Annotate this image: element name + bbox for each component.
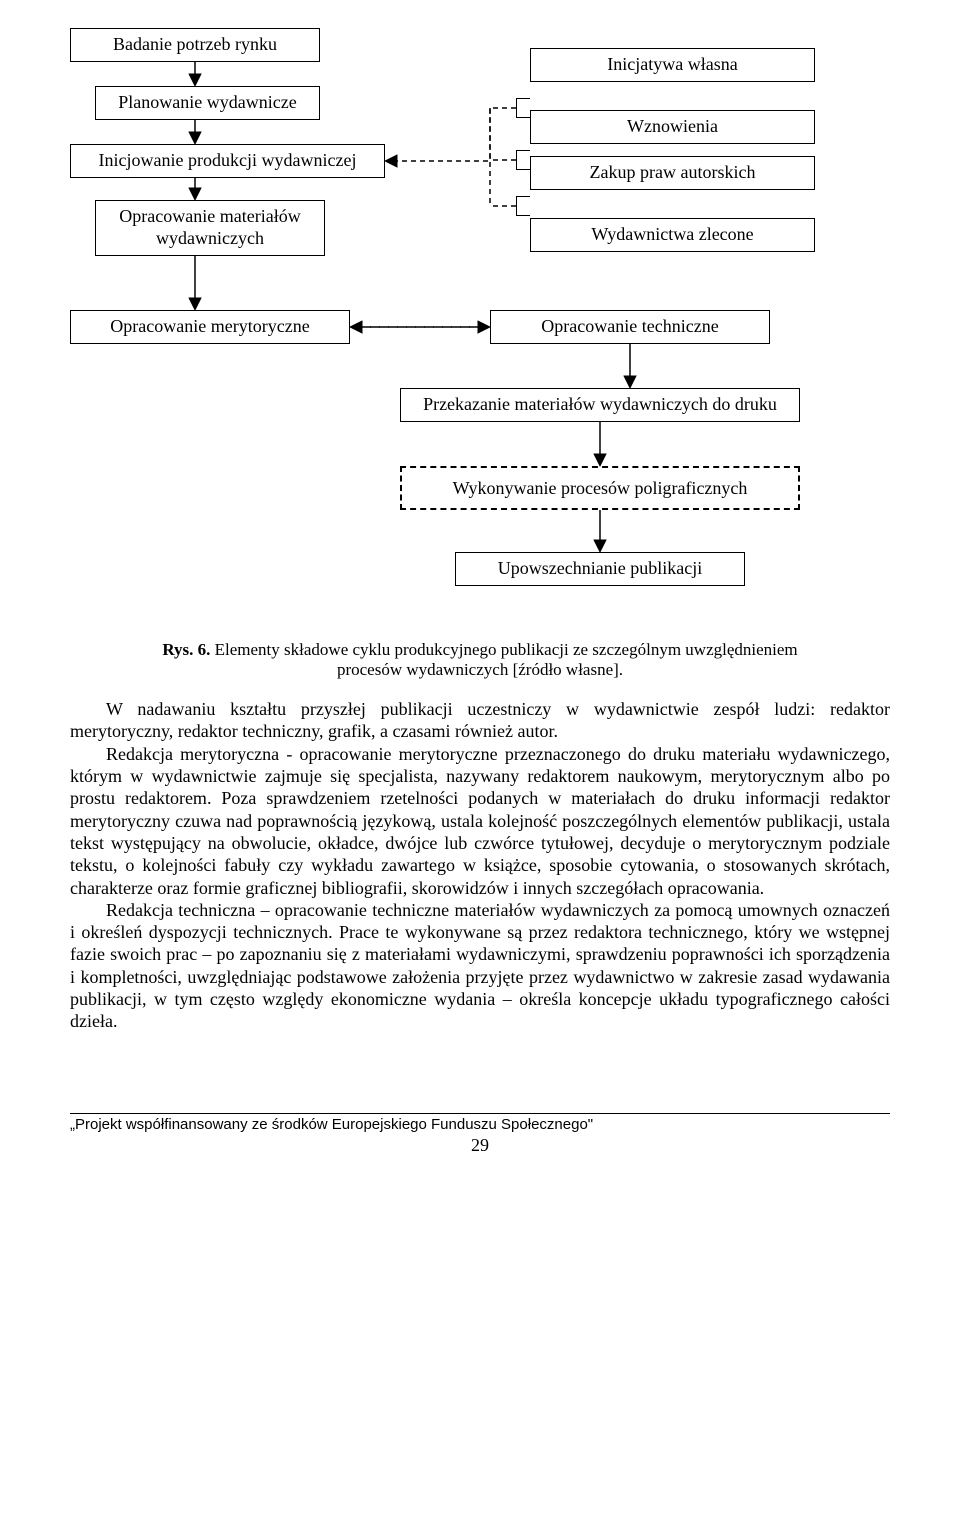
- body-text: W nadawaniu kształtu przyszłej publikacj…: [70, 698, 890, 1033]
- connector-stub: [516, 98, 530, 118]
- box-badanie: Badanie potrzeb rynku: [70, 28, 320, 62]
- connector-stub: [516, 150, 530, 170]
- paragraph-2: Redakcja merytoryczna - opracowanie mery…: [70, 743, 890, 899]
- caption-text: Elementy składowe cyklu produkcyjnego pu…: [215, 640, 798, 679]
- connector-stub: [516, 196, 530, 216]
- flowchart-diagram: Badanie potrzeb rynku Planowanie wydawni…: [70, 28, 890, 628]
- paragraph-3: Redakcja techniczna – opracowanie techni…: [70, 899, 890, 1033]
- figure-caption: Rys. 6. Elementy składowe cyklu produkcy…: [140, 640, 820, 680]
- box-inicjowanie: Inicjowanie produkcji wydawniczej: [70, 144, 385, 178]
- box-przekazanie: Przekazanie materiałów wydawniczych do d…: [400, 388, 800, 422]
- box-opracowanie-merytoryczne: Opracowanie merytoryczne: [70, 310, 350, 344]
- box-opracowanie-techniczne: Opracowanie techniczne: [490, 310, 770, 344]
- box-inicjatywa: Inicjatywa własna: [530, 48, 815, 82]
- footer: „Projekt współfinansowany ze środków Eur…: [70, 1113, 890, 1156]
- box-wykonywanie: Wykonywanie procesów poligraficznych: [400, 466, 800, 510]
- page-number: 29: [70, 1135, 890, 1156]
- box-opracowanie-materialow: Opracowanie materiałów wydawniczych: [95, 200, 325, 256]
- box-planowanie: Planowanie wydawnicze: [95, 86, 320, 120]
- box-zakup: Zakup praw autorskich: [530, 156, 815, 190]
- paragraph-1: W nadawaniu kształtu przyszłej publikacj…: [70, 698, 890, 743]
- box-wydawnictwa-zlecone: Wydawnictwa zlecone: [530, 218, 815, 252]
- footer-text: „Projekt współfinansowany ze środków Eur…: [70, 1114, 890, 1133]
- caption-label: Rys. 6.: [162, 640, 210, 659]
- box-wznowienia: Wznowienia: [530, 110, 815, 144]
- box-upowszechnianie: Upowszechnianie publikacji: [455, 552, 745, 586]
